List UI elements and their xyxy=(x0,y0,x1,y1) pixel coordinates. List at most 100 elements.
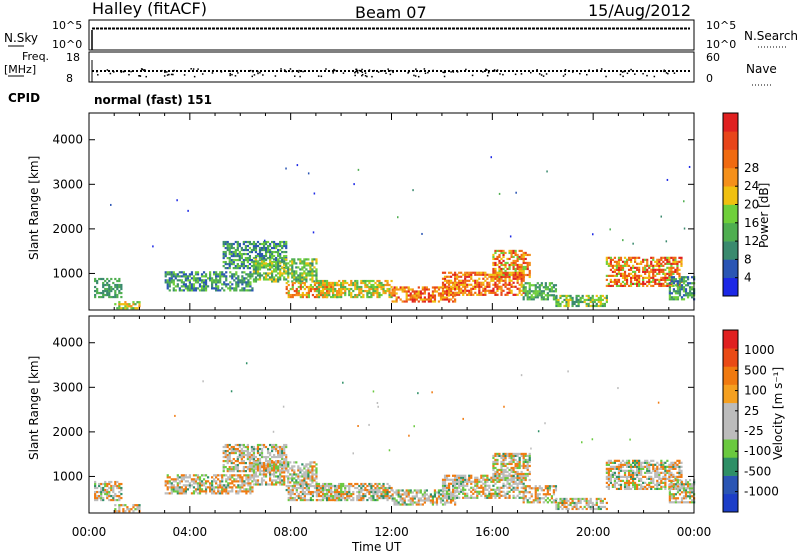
heatmap-cell xyxy=(194,474,198,477)
heatmap-cell xyxy=(520,285,523,288)
heatmap-cell xyxy=(640,260,643,263)
heatmap-cell xyxy=(498,253,501,257)
heatmap-cell xyxy=(496,293,499,296)
heatmap-cell xyxy=(492,289,495,292)
heatmap-cell xyxy=(662,282,665,286)
nave-tick-top: 60 xyxy=(706,51,720,64)
heatmap-cell xyxy=(235,490,238,493)
heatmap-cell xyxy=(194,277,198,280)
nave-point xyxy=(139,75,142,77)
heatmap-cell xyxy=(621,274,625,277)
heatmap-cell xyxy=(340,293,343,297)
heatmap-cell xyxy=(654,270,657,273)
heatmap-cell xyxy=(112,295,115,299)
heatmap-cell xyxy=(248,266,252,270)
heatmap-cell xyxy=(395,296,398,299)
heatmap-cell xyxy=(268,260,272,263)
heatmap-cell xyxy=(458,484,461,487)
heatmap-cell xyxy=(526,474,529,478)
heatmap-cell xyxy=(219,271,222,274)
heatmap-cell xyxy=(299,258,302,261)
heatmap-cell xyxy=(108,490,111,494)
heatmap-cell xyxy=(686,292,690,295)
heatmap-cell xyxy=(317,283,321,287)
heatmap-cell xyxy=(510,456,513,460)
heatmap-cell xyxy=(638,278,641,282)
heatmap-cell xyxy=(236,264,239,268)
heatmap-cell xyxy=(202,490,206,493)
heatmap-cell xyxy=(271,274,274,277)
heatmap-cell xyxy=(237,281,240,284)
heatmap-cell xyxy=(625,280,629,284)
heatmap-cell xyxy=(128,303,131,306)
heatmap-cell xyxy=(512,466,515,470)
heatmap-cell xyxy=(456,275,459,278)
heatmap-cell xyxy=(447,488,451,491)
heatmap-cell xyxy=(295,490,298,494)
heatmap-cell xyxy=(520,478,523,482)
heatmap-cell xyxy=(652,264,655,267)
heatmap-cell xyxy=(260,246,264,250)
heatmap-cell xyxy=(421,495,424,498)
heatmap-cell xyxy=(464,496,467,499)
heatmap-cell xyxy=(334,295,337,299)
heatmap-cell xyxy=(486,478,489,481)
heatmap-cell xyxy=(230,461,233,465)
heatmap-cell xyxy=(313,484,317,488)
heatmap-cell xyxy=(613,282,617,286)
heatmap-cell xyxy=(260,447,264,451)
heatmap-cell xyxy=(266,463,270,466)
heatmap-cell xyxy=(116,285,119,289)
heatmap-cell xyxy=(518,275,521,279)
heatmap-cell xyxy=(528,491,531,494)
heatmap-cell xyxy=(313,274,316,277)
heatmap-cell xyxy=(542,497,545,500)
heatmap-cell xyxy=(287,283,290,287)
heatmap-cell xyxy=(405,495,408,498)
heatmap-cell xyxy=(508,474,511,478)
heatmap-cell xyxy=(271,254,274,258)
heatmap-cell xyxy=(460,275,463,278)
heatmap-cell xyxy=(496,476,499,480)
heatmap-cell xyxy=(293,492,296,496)
heatmap-cell xyxy=(168,289,171,292)
heatmap-cell xyxy=(122,508,125,511)
heatmap-cell xyxy=(332,496,335,500)
heatmap-cell xyxy=(317,293,321,297)
heatmap-cell xyxy=(262,469,266,472)
heatmap-cell xyxy=(520,470,523,474)
heatmap-cell xyxy=(522,497,525,500)
heatmap-cell xyxy=(348,496,351,500)
heatmap-cell xyxy=(680,280,684,283)
heatmap-cell xyxy=(307,498,311,502)
heatmap-cell xyxy=(502,253,505,257)
heatmap-cell xyxy=(563,298,566,302)
heatmap-cell xyxy=(344,291,347,295)
heatmap-cell xyxy=(303,477,306,480)
heatmap-cell xyxy=(273,260,276,264)
heatmap-cell xyxy=(188,281,192,284)
heatmap-cell xyxy=(283,276,286,279)
heatmap-cell xyxy=(376,484,379,488)
heatmap-cell xyxy=(190,285,194,288)
heatmap-cell xyxy=(502,454,505,458)
heatmap-cell xyxy=(500,468,503,472)
heatmap-cell xyxy=(250,461,254,465)
heatmap-cell xyxy=(264,457,268,461)
heatmap-cell xyxy=(305,498,308,502)
heatmap-cell xyxy=(522,464,525,468)
date-title: 15/Aug/2012 xyxy=(588,1,691,20)
heatmap-cell xyxy=(192,480,196,483)
heatmap-cell xyxy=(244,469,247,473)
heatmap-cell xyxy=(528,458,531,462)
heatmap-cell xyxy=(264,455,268,459)
heatmap-cell xyxy=(254,447,258,451)
nave-point xyxy=(514,73,517,76)
heatmap-cell xyxy=(646,276,649,279)
heatmap-cell xyxy=(266,471,270,474)
heatmap-cell xyxy=(307,258,310,261)
heatmap-cell xyxy=(356,494,359,498)
heatmap-cell xyxy=(256,475,260,478)
heatmap-cell xyxy=(170,279,173,282)
heatmap-cell xyxy=(627,256,631,259)
